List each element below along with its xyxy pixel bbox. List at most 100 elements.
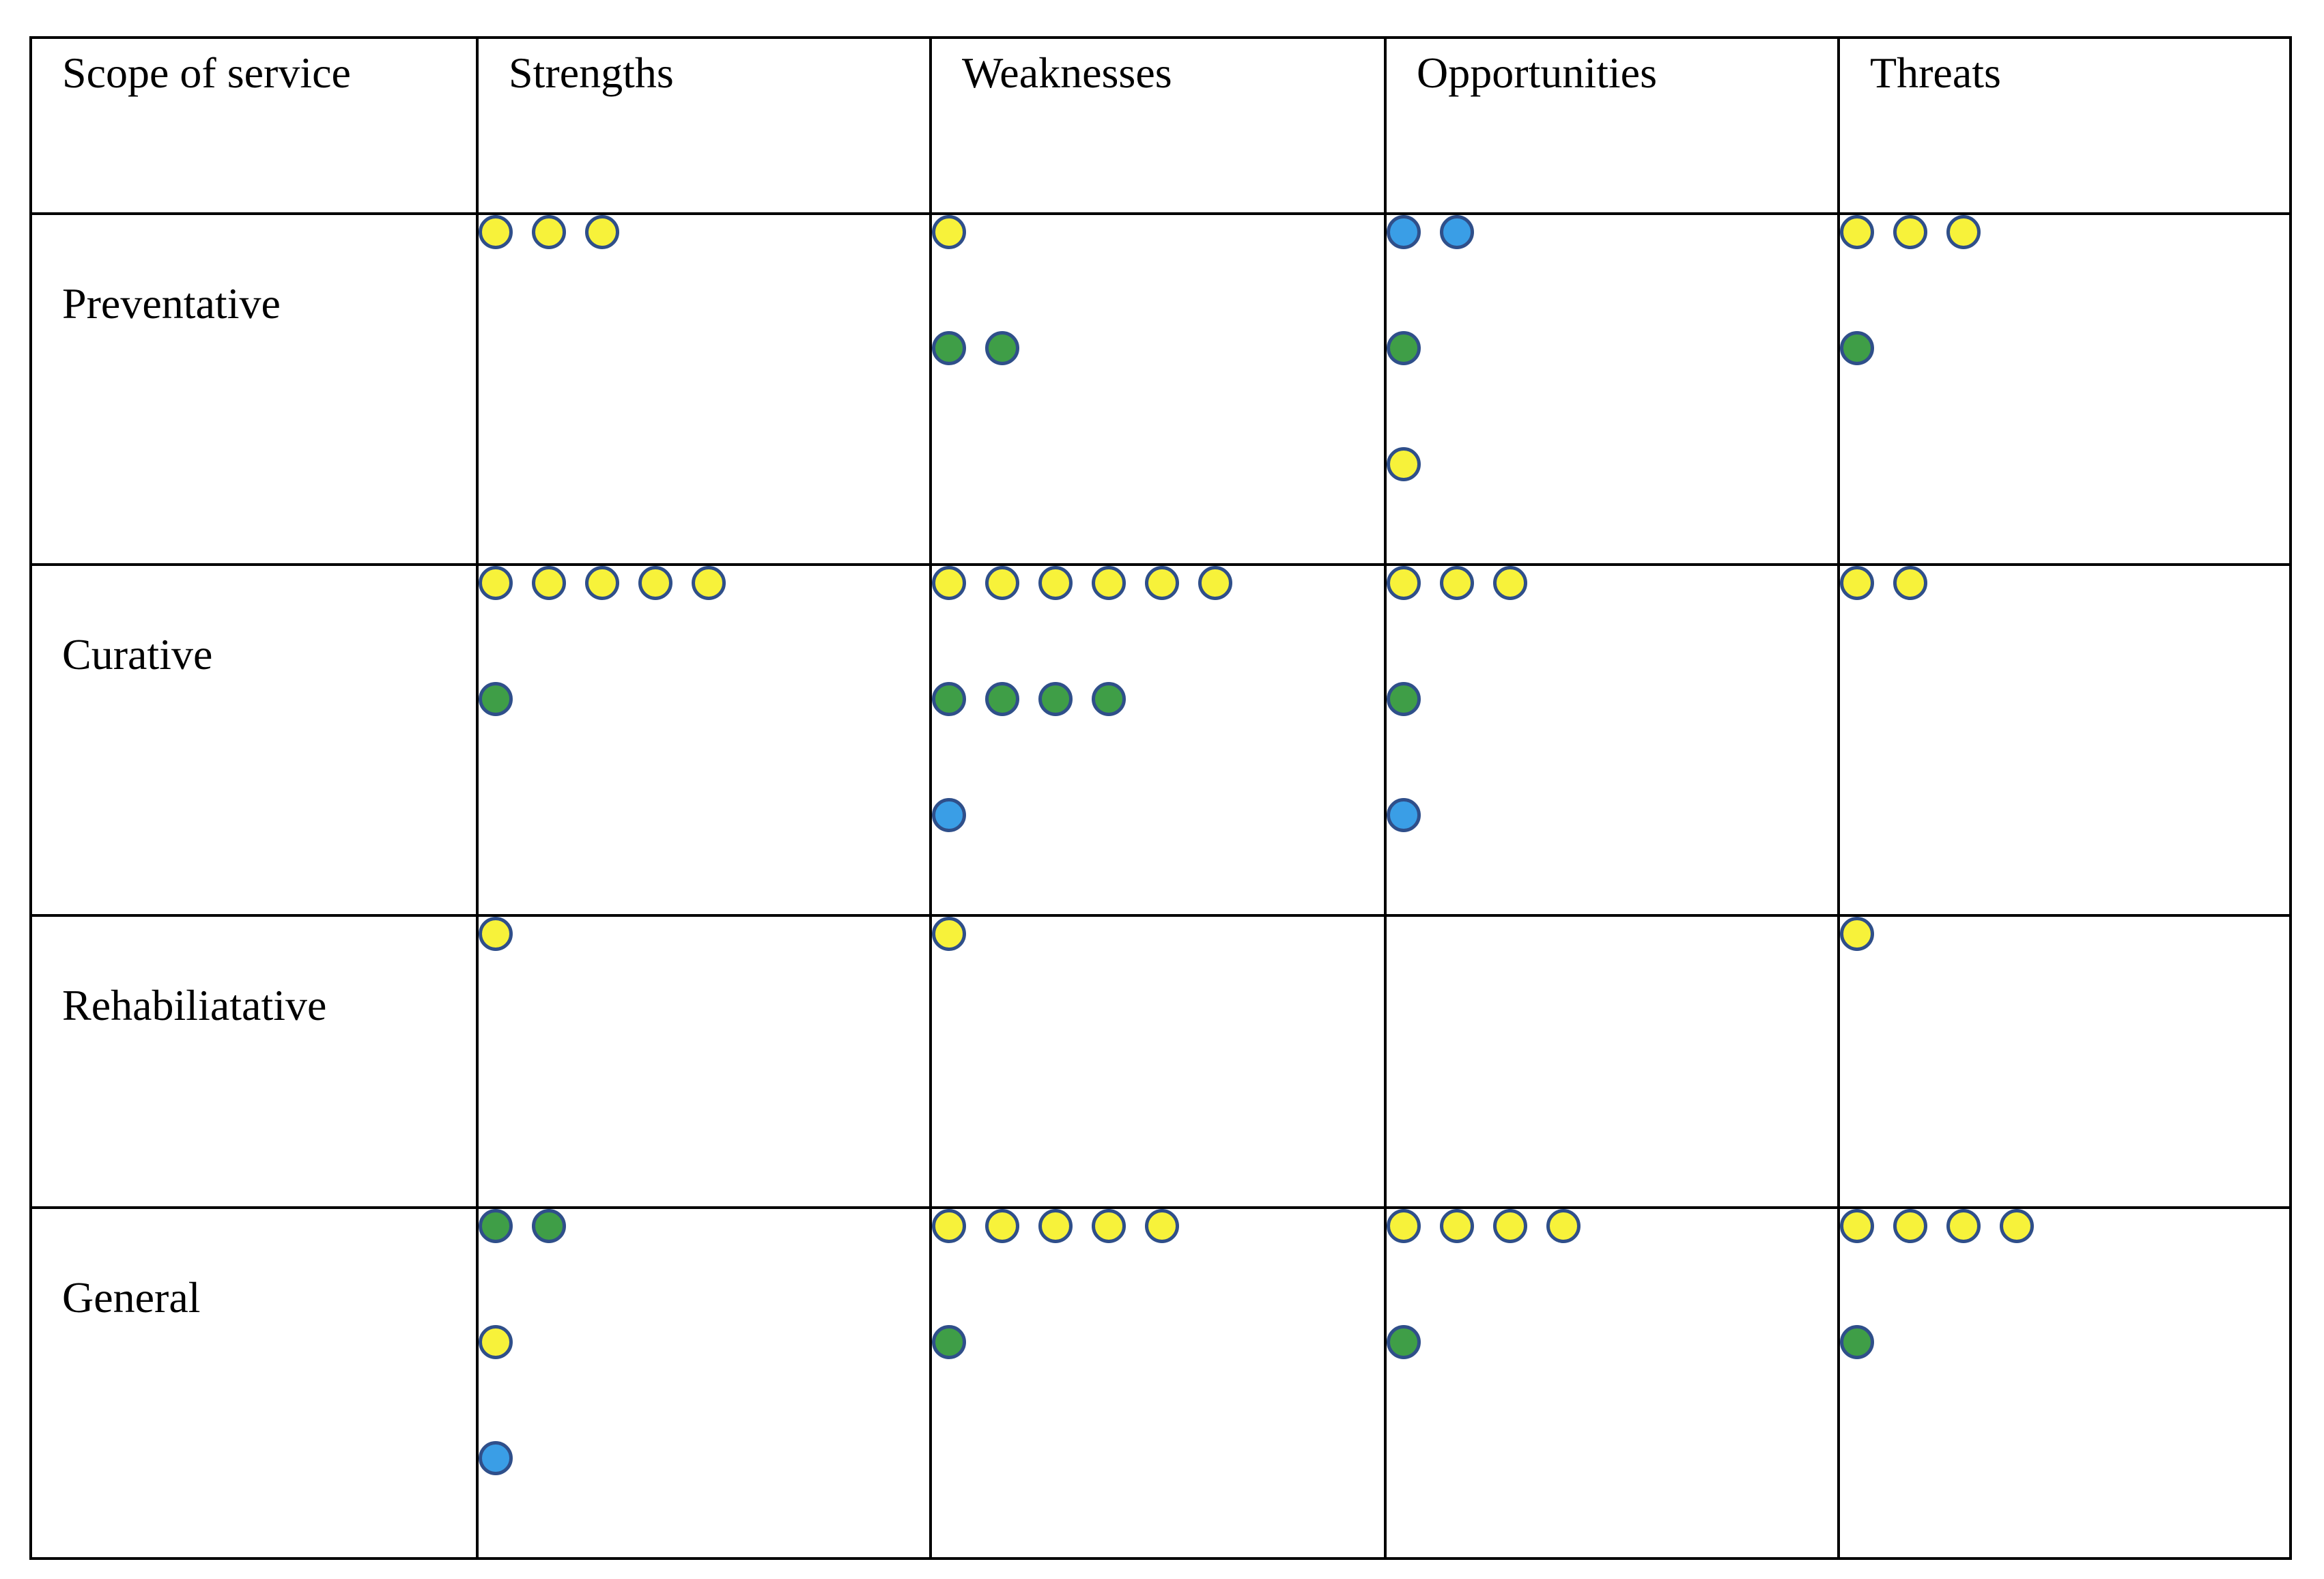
row-label-text: Preventative xyxy=(62,279,281,328)
swot-table: Scope of service Strengths Weaknesses Op… xyxy=(29,36,2292,1560)
dot-group-yellow xyxy=(932,917,1384,1033)
yellow-dot xyxy=(532,215,566,249)
cell-rehabiliatative-weaknesses xyxy=(929,914,1387,1209)
blue-dot xyxy=(1440,215,1474,249)
yellow-dot xyxy=(1946,1209,1981,1243)
dot-group-green xyxy=(932,682,1384,798)
yellow-dot xyxy=(1198,566,1232,600)
dot-group-yellow xyxy=(1840,566,2289,682)
cell-rehabiliatative-threats xyxy=(1837,914,2292,1209)
dot-group-yellow xyxy=(479,1325,929,1441)
yellow-dot xyxy=(479,1325,513,1359)
row-label-text: General xyxy=(62,1273,201,1322)
dot-group-green xyxy=(479,682,929,798)
dot-group-green xyxy=(1387,331,1837,447)
row-rehabiliatative: Rehabiliatative xyxy=(29,914,2292,1209)
dot-group-yellow xyxy=(932,1209,1384,1325)
yellow-dot xyxy=(1840,215,1874,249)
yellow-dot xyxy=(932,1209,966,1243)
yellow-dot xyxy=(585,215,619,249)
cell-rehabiliatative-opportunities xyxy=(1384,914,1840,1209)
yellow-dot xyxy=(1546,1209,1581,1243)
green-dot xyxy=(479,1209,513,1243)
dot-group-yellow xyxy=(479,215,929,331)
header-row: Scope of service Strengths Weaknesses Op… xyxy=(29,36,2292,215)
dot-group-yellow xyxy=(1840,215,2289,331)
green-dot xyxy=(1840,1325,1874,1359)
yellow-dot xyxy=(932,566,966,600)
dot-group-blue xyxy=(479,1441,929,1557)
dot-group-blue xyxy=(932,798,1384,914)
yellow-dot xyxy=(1493,1209,1527,1243)
row-label-preventative: Preventative xyxy=(29,212,479,566)
row-label-general: General xyxy=(29,1206,479,1560)
cell-curative-opportunities xyxy=(1384,563,1840,917)
blue-dot xyxy=(932,798,966,832)
yellow-dot xyxy=(1092,566,1126,600)
dot-group-yellow xyxy=(932,215,1384,331)
cell-general-strengths xyxy=(476,1206,932,1560)
cell-preventative-weaknesses xyxy=(929,212,1387,566)
dot-group-green xyxy=(1387,1325,1837,1441)
cell-curative-weaknesses xyxy=(929,563,1387,917)
dot-group-yellow xyxy=(1387,447,1837,563)
yellow-dot xyxy=(1493,566,1527,600)
yellow-dot xyxy=(1840,917,1874,951)
yellow-dot xyxy=(1092,1209,1126,1243)
row-label-rehabiliatative: Rehabiliatative xyxy=(29,914,479,1209)
row-curative: Curative xyxy=(29,563,2292,917)
green-dot xyxy=(985,682,1019,716)
yellow-dot xyxy=(1893,215,1927,249)
yellow-dot xyxy=(532,566,566,600)
yellow-dot xyxy=(1840,1209,1874,1243)
cell-preventative-strengths xyxy=(476,212,932,566)
row-general: General xyxy=(29,1206,2292,1560)
yellow-dot xyxy=(1387,447,1421,481)
green-dot xyxy=(532,1209,566,1243)
green-dot xyxy=(985,331,1019,365)
dot-group-yellow xyxy=(479,917,929,1033)
dot-group-green xyxy=(1840,331,2289,447)
row-preventative: Preventative xyxy=(29,212,2292,566)
dot-group-yellow xyxy=(1840,917,2289,1033)
blue-dot xyxy=(1387,215,1421,249)
yellow-dot xyxy=(1387,1209,1421,1243)
yellow-dot xyxy=(479,566,513,600)
green-dot xyxy=(1092,682,1126,716)
yellow-dot xyxy=(932,917,966,951)
cell-curative-threats xyxy=(1837,563,2292,917)
yellow-dot xyxy=(479,215,513,249)
cell-rehabiliatative-strengths xyxy=(476,914,932,1209)
yellow-dot xyxy=(2000,1209,2034,1243)
header-scope: Scope of service xyxy=(29,36,479,215)
dot-group-green xyxy=(932,331,1384,447)
dot-group-yellow xyxy=(1387,566,1837,682)
cell-preventative-opportunities xyxy=(1384,212,1840,566)
header-threats: Threats xyxy=(1837,36,2292,215)
green-dot xyxy=(1387,1325,1421,1359)
green-dot xyxy=(1387,682,1421,716)
yellow-dot xyxy=(1893,566,1927,600)
cell-general-threats xyxy=(1837,1206,2292,1560)
dot-group-blue xyxy=(1387,215,1837,331)
yellow-dot xyxy=(1893,1209,1927,1243)
row-label-curative: Curative xyxy=(29,563,479,917)
green-dot xyxy=(1038,682,1073,716)
dot-group-yellow xyxy=(1387,1209,1837,1325)
header-weaknesses: Weaknesses xyxy=(929,36,1387,215)
yellow-dot xyxy=(585,566,619,600)
header-opportunities: Opportunities xyxy=(1384,36,1840,215)
green-dot xyxy=(932,682,966,716)
yellow-dot xyxy=(1038,1209,1073,1243)
yellow-dot xyxy=(692,566,726,600)
blue-dot xyxy=(1387,798,1421,832)
yellow-dot xyxy=(985,566,1019,600)
green-dot xyxy=(1840,331,1874,365)
cell-preventative-threats xyxy=(1837,212,2292,566)
cell-general-weaknesses xyxy=(929,1206,1387,1560)
yellow-dot xyxy=(1440,566,1474,600)
green-dot xyxy=(1387,331,1421,365)
dot-group-green xyxy=(932,1325,1384,1441)
yellow-dot xyxy=(479,917,513,951)
green-dot xyxy=(932,1325,966,1359)
